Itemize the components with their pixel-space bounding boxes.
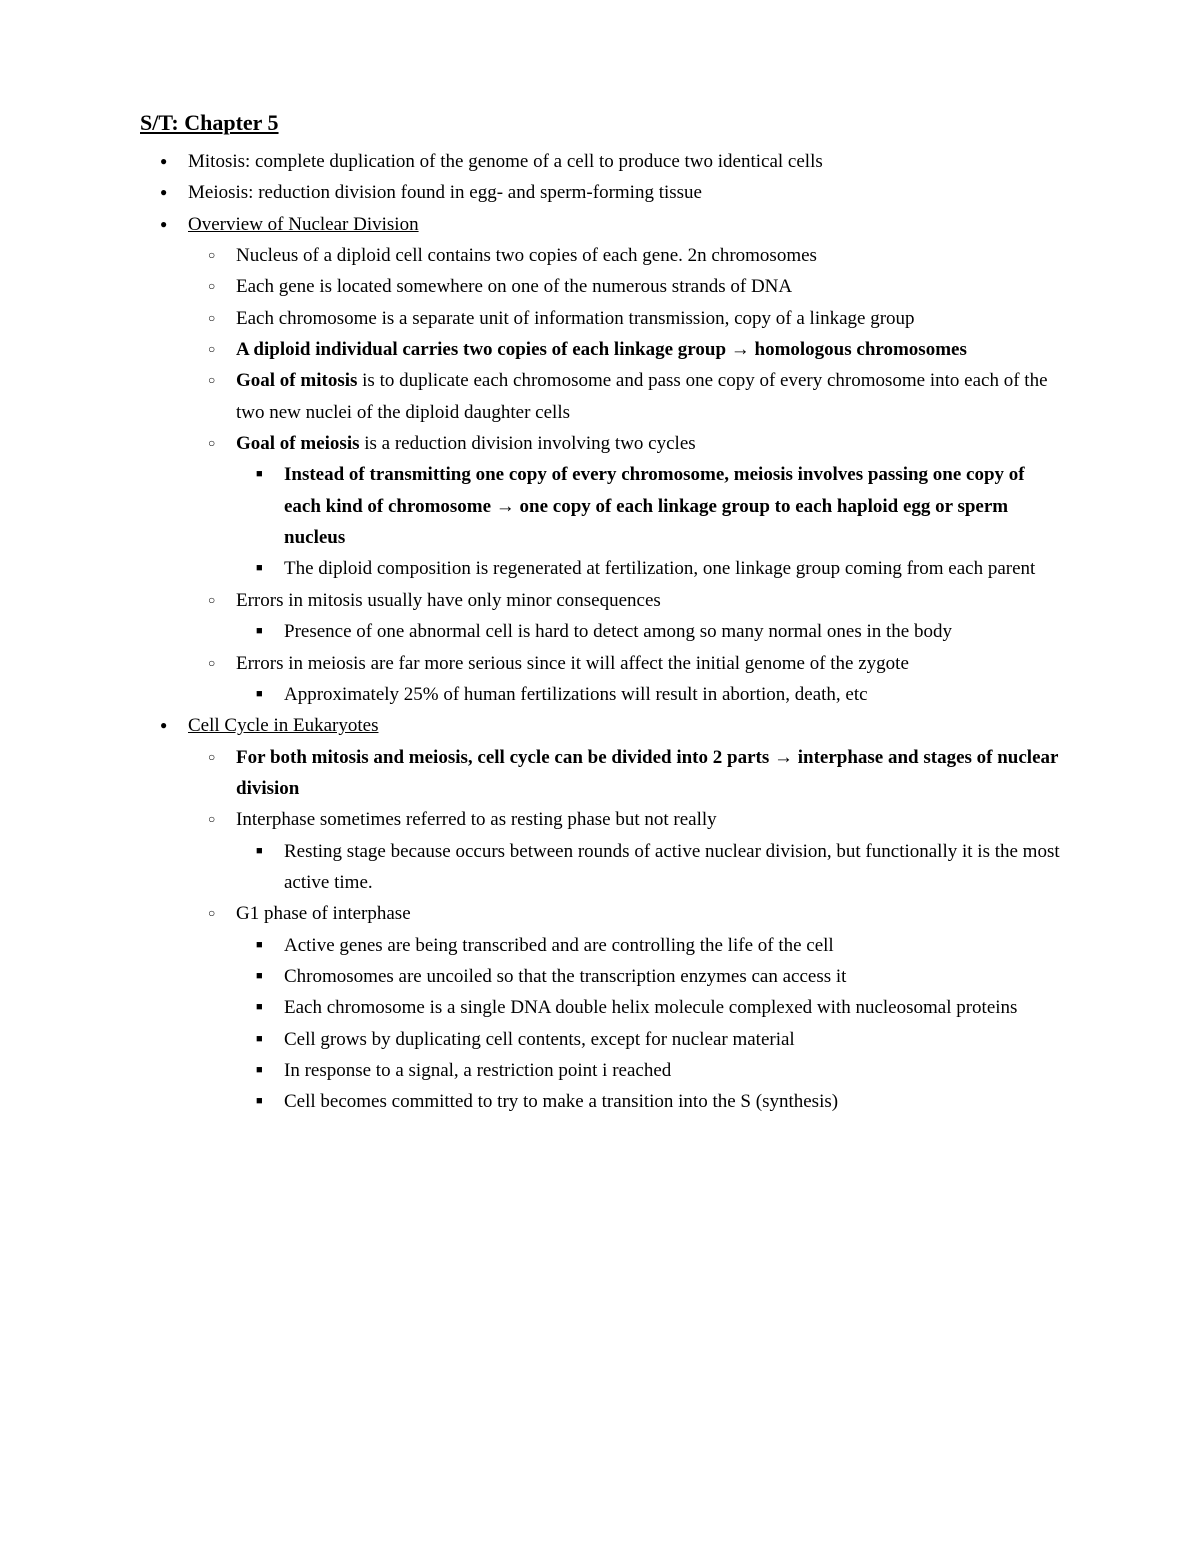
list-item: G1 phase of interphase Active genes are b…: [236, 898, 1060, 1117]
list-item-text: The diploid composition is regenerated a…: [284, 558, 1035, 579]
list-item: Nucleus of a diploid cell contains two c…: [236, 240, 1060, 271]
list-item-text: Cell grows by duplicating cell contents,…: [284, 1029, 795, 1050]
list-item-text: Goal of meiosis is a reduction division …: [236, 433, 696, 454]
list-item-text: For both mitosis and meiosis, cell cycle…: [236, 747, 1058, 799]
list-item-text: Goal of mitosis is to duplicate each chr…: [236, 370, 1048, 422]
list-item-text: Instead of transmitting one copy of ever…: [284, 464, 1025, 548]
list-item: Presence of one abnormal cell is hard to…: [284, 616, 1060, 647]
list-item-text: Each chromosome is a separate unit of in…: [236, 308, 915, 329]
list-item-text: Cell Cycle in Eukaryotes: [188, 715, 378, 736]
list-item-text: Errors in mitosis usually have only mino…: [236, 590, 661, 611]
list-item: Instead of transmitting one copy of ever…: [284, 459, 1060, 553]
list-lvl3: Resting stage because occurs between rou…: [236, 836, 1060, 899]
list-item: Interphase sometimes referred to as rest…: [236, 804, 1060, 898]
list-lvl3: Active genes are being transcribed and a…: [236, 930, 1060, 1118]
list-item: The diploid composition is regenerated a…: [284, 553, 1060, 584]
list-item: In response to a signal, a restriction p…: [284, 1055, 1060, 1086]
list-item: A diploid individual carries two copies …: [236, 334, 1060, 365]
list-item: Resting stage because occurs between rou…: [284, 836, 1060, 899]
list-item: Each chromosome is a separate unit of in…: [236, 303, 1060, 334]
list-lvl3: Presence of one abnormal cell is hard to…: [236, 616, 1060, 647]
list-item-text: In response to a signal, a restriction p…: [284, 1060, 671, 1081]
list-item: Errors in mitosis usually have only mino…: [236, 585, 1060, 648]
list-item-text: Errors in meiosis are far more serious s…: [236, 653, 909, 674]
list-item-text: Approximately 25% of human fertilization…: [284, 684, 868, 705]
list-item: Each gene is located somewhere on one of…: [236, 271, 1060, 302]
list-item: Each chromosome is a single DNA double h…: [284, 992, 1060, 1023]
list-item-text: G1 phase of interphase: [236, 903, 411, 924]
list-item: Cell Cycle in Eukaryotes For both mitosis…: [188, 710, 1060, 1117]
list-item-text: Nucleus of a diploid cell contains two c…: [236, 245, 817, 266]
list-lvl3: Instead of transmitting one copy of ever…: [236, 459, 1060, 584]
list-item-text: Mitosis: complete duplication of the gen…: [188, 151, 823, 172]
outline-root: Mitosis: complete duplication of the gen…: [140, 146, 1060, 1118]
document-page: S/T: Chapter 5 Mitosis: complete duplica…: [0, 0, 1200, 1553]
list-item: Meiosis: reduction division found in egg…: [188, 177, 1060, 208]
list-item-text: Interphase sometimes referred to as rest…: [236, 809, 717, 830]
list-lvl3: Approximately 25% of human fertilization…: [236, 679, 1060, 710]
list-item-text: A diploid individual carries two copies …: [236, 339, 967, 360]
list-item: Cell grows by duplicating cell contents,…: [284, 1024, 1060, 1055]
list-item-text: Resting stage because occurs between rou…: [284, 841, 1060, 893]
list-lvl2: For both mitosis and meiosis, cell cycle…: [188, 742, 1060, 1118]
list-item: Cell becomes committed to try to make a …: [284, 1086, 1060, 1117]
list-item: Approximately 25% of human fertilization…: [284, 679, 1060, 710]
list-lvl2: Nucleus of a diploid cell contains two c…: [188, 240, 1060, 710]
list-item: Overview of Nuclear Division Nucleus of a…: [188, 209, 1060, 711]
list-item: Goal of mitosis is to duplicate each chr…: [236, 365, 1060, 428]
list-item-text: Active genes are being transcribed and a…: [284, 935, 834, 956]
list-item-text: Each chromosome is a single DNA double h…: [284, 997, 1017, 1018]
page-title: S/T: Chapter 5: [140, 110, 1060, 136]
list-item: Chromosomes are uncoiled so that the tra…: [284, 961, 1060, 992]
list-item-text: Each gene is located somewhere on one of…: [236, 276, 792, 297]
list-item: Active genes are being transcribed and a…: [284, 930, 1060, 961]
list-item: For both mitosis and meiosis, cell cycle…: [236, 742, 1060, 805]
list-item-text: Presence of one abnormal cell is hard to…: [284, 621, 952, 642]
list-item-text: Overview of Nuclear Division: [188, 214, 419, 235]
list-item: Mitosis: complete duplication of the gen…: [188, 146, 1060, 177]
list-item-text: Cell becomes committed to try to make a …: [284, 1091, 838, 1112]
list-item-text: Chromosomes are uncoiled so that the tra…: [284, 966, 846, 987]
list-item: Errors in meiosis are far more serious s…: [236, 648, 1060, 711]
list-item-text: Meiosis: reduction division found in egg…: [188, 182, 702, 203]
list-item: Goal of meiosis is a reduction division …: [236, 428, 1060, 585]
